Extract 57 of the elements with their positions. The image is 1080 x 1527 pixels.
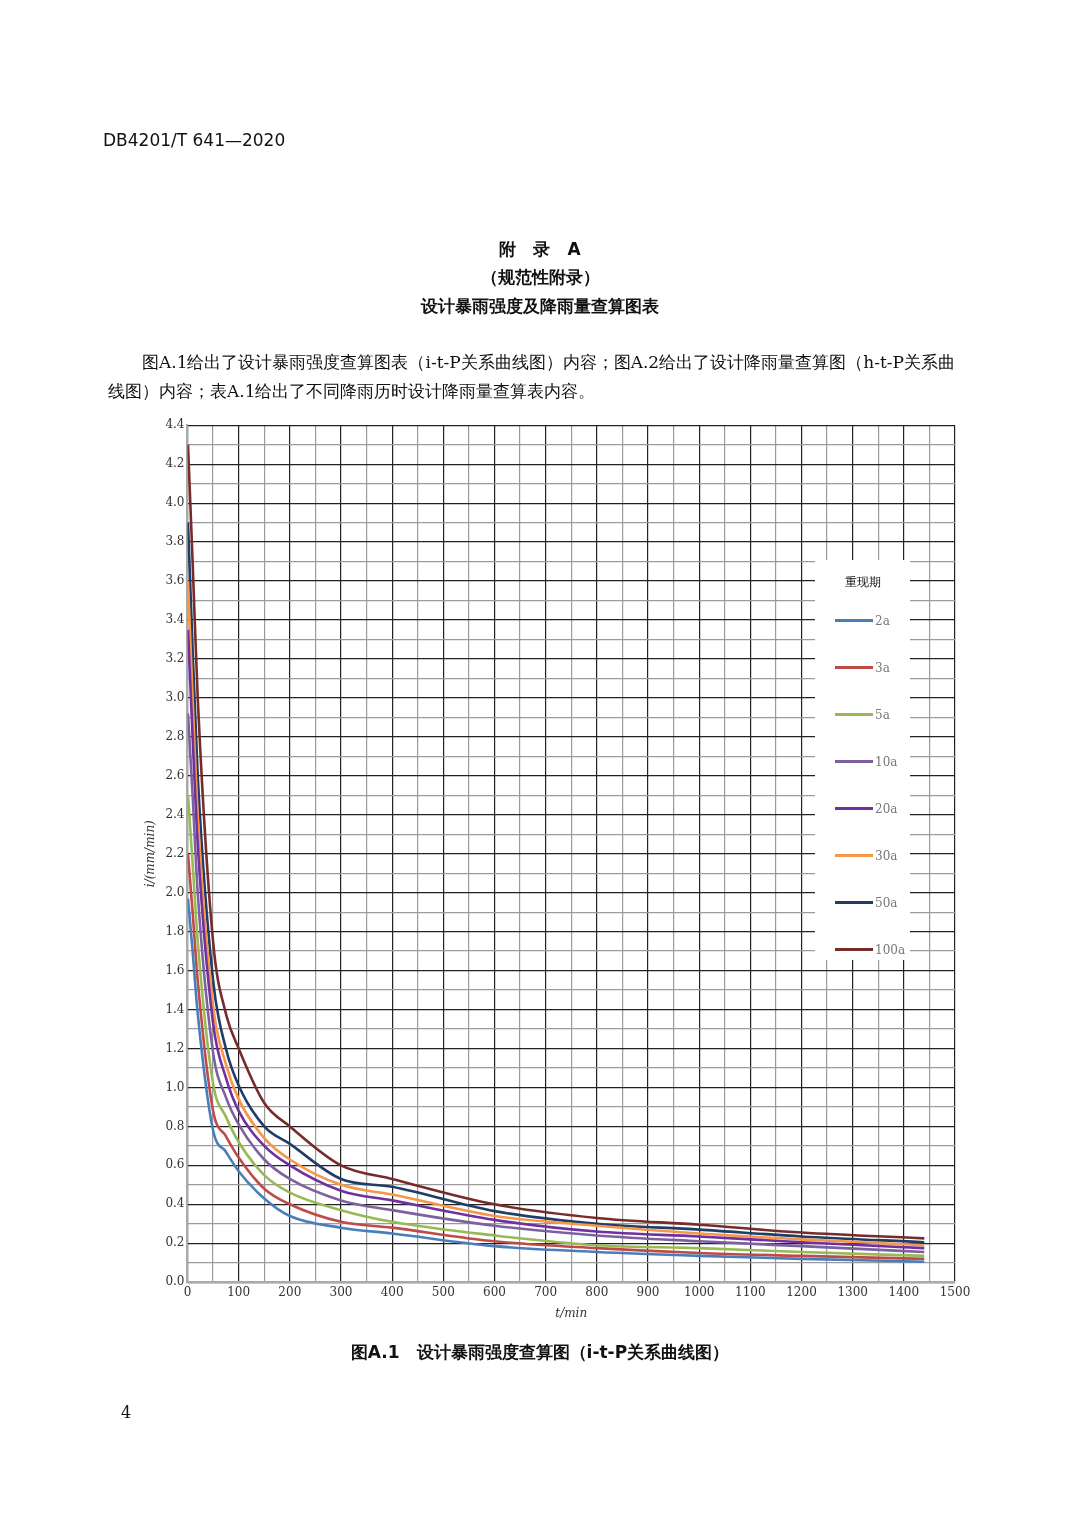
y-tick-label: 2.0 [165,884,185,899]
y-tick-label: 0.2 [165,1235,185,1250]
x-tick-label: 200 [278,1284,302,1299]
y-tick-label: 1.6 [165,962,185,977]
x-tick-label: 800 [585,1284,609,1299]
y-tick-label: 2.2 [165,845,185,860]
x-tick-label: 500 [431,1284,455,1299]
y-tick-label: 1.2 [165,1040,185,1055]
x-tick-label: 1400 [888,1284,920,1299]
legend-label: 2a [875,613,890,628]
x-tick-label: 1000 [683,1284,715,1299]
y-tick-label: 2.8 [165,728,185,743]
text: （规范性附录） [479,266,601,289]
y-tick-label: 4.0 [165,495,185,510]
y-tick-label: 4.4 [165,417,185,432]
y-tick-label: 0.8 [165,1118,185,1133]
text: DB4201/T 641—2020 [103,130,286,150]
y-tick-label: 0.4 [165,1196,185,1211]
y-tick-label: 4.2 [165,456,185,471]
y-tick-label: 2.4 [165,806,185,821]
x-tick-label: 700 [534,1284,558,1299]
x-tick-label: 300 [329,1284,353,1299]
x-tick-label: 100 [227,1284,251,1299]
x-tick-label: 0 [183,1284,192,1299]
y-tick-label: 3.0 [165,690,185,705]
y-tick-label: 3.2 [165,651,185,666]
x-tick-label: 1200 [786,1284,817,1299]
y-tick-label: 3.6 [165,573,185,588]
y-tick-label: 3.4 [165,612,185,627]
legend-label: 3a [875,660,890,675]
text: 图A.1 设计暴雨强度查算图（i-t-P关系曲线图） [349,1341,731,1364]
x-axis-title: t/min [555,1305,588,1320]
legend-label: 10a [875,754,898,769]
legend-label: 100a [875,942,906,957]
x-tick-label: 400 [380,1284,404,1299]
x-tick-label: 900 [636,1284,660,1299]
chart-title: 设计暴雨强度及降雨量查算图表 [419,295,660,318]
y-tick-label: 3.8 [165,534,185,549]
x-tick-label: 1500 [939,1284,971,1299]
y-axis-title: i/(mm/min) [143,819,158,888]
y-tick-label: 2.6 [165,767,185,782]
legend-label: 50a [875,895,898,910]
y-tick-label: 1.8 [165,923,185,938]
y-tick-label: 1.4 [165,1001,185,1016]
x-tick-label: 1300 [837,1284,868,1299]
legend-label: 20a [875,801,898,816]
y-tick-label: 0.6 [165,1157,185,1172]
legend-label: 30a [875,848,898,863]
x-tick-label: 1100 [735,1284,766,1299]
legend-title: 重现期 [843,574,882,591]
text: 4 [121,1403,132,1422]
legend-label: 5a [875,707,890,722]
y-tick-label: 0.0 [165,1274,185,1289]
y-tick-label: 1.0 [165,1079,185,1094]
x-tick-label: 600 [483,1284,506,1299]
chart-subtitle: 图A.1给出了设计暴雨强度查算图表（i-t-P关系曲线图）内容；图A.2给出了设计降雨量查算图（h-t-P关系曲线图）内容；表A.1给出了不同降雨历时设计降雨量查算表内容。 [108,351,956,403]
text: 附 录 A [498,238,582,261]
